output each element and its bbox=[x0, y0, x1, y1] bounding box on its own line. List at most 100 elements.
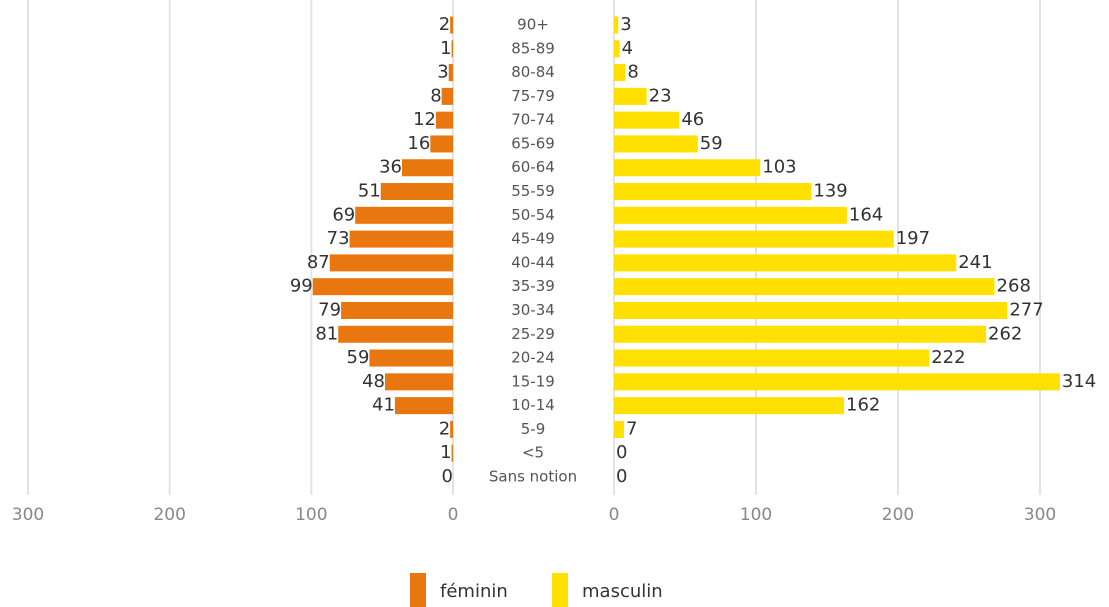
bar bbox=[614, 159, 761, 177]
value-label: 16 bbox=[407, 133, 430, 154]
value-label: 139 bbox=[813, 181, 847, 202]
bar bbox=[448, 64, 453, 82]
category-label: Sans notion bbox=[489, 468, 577, 486]
bar bbox=[614, 16, 619, 34]
x-tick-label: 200 bbox=[882, 505, 914, 525]
bar bbox=[380, 183, 453, 201]
bar bbox=[614, 111, 680, 129]
value-label: 73 bbox=[327, 228, 350, 249]
bar bbox=[614, 278, 995, 296]
value-label: 8 bbox=[627, 62, 638, 83]
category-label: 75-79 bbox=[511, 87, 555, 105]
bar bbox=[349, 230, 453, 248]
value-label: 23 bbox=[649, 85, 672, 106]
bar bbox=[614, 301, 1008, 319]
bar bbox=[394, 397, 453, 415]
x-tick-label: 200 bbox=[153, 505, 185, 525]
x-tick-label: 0 bbox=[609, 505, 620, 525]
category-label: 60-64 bbox=[511, 158, 555, 176]
value-label: 3 bbox=[437, 62, 448, 83]
value-label: 3 bbox=[620, 14, 631, 35]
value-label: 59 bbox=[700, 133, 723, 154]
bar bbox=[614, 40, 620, 58]
category-label: 5-9 bbox=[521, 420, 546, 438]
x-tick-label: 300 bbox=[12, 505, 44, 525]
bar bbox=[450, 16, 453, 34]
value-label: 12 bbox=[413, 109, 436, 130]
bar bbox=[614, 397, 845, 415]
category-label: 40-44 bbox=[511, 253, 555, 271]
legend-label: masculin bbox=[582, 581, 663, 602]
value-label: 162 bbox=[846, 395, 880, 416]
category-label: 50-54 bbox=[511, 206, 555, 224]
value-label: 103 bbox=[762, 157, 796, 178]
category-label: 90+ bbox=[517, 16, 549, 34]
bar bbox=[614, 64, 626, 82]
bar bbox=[312, 278, 453, 296]
bar bbox=[385, 373, 453, 391]
value-label: 36 bbox=[379, 157, 402, 178]
value-label: 0 bbox=[616, 442, 627, 463]
category-label: 15-19 bbox=[511, 372, 555, 390]
value-label: 48 bbox=[362, 371, 385, 392]
bar bbox=[329, 254, 453, 272]
legend-label: féminin bbox=[440, 581, 508, 602]
bar bbox=[614, 87, 647, 105]
bar bbox=[614, 420, 624, 438]
bar bbox=[451, 40, 453, 58]
value-label: 51 bbox=[358, 181, 381, 202]
bar bbox=[451, 444, 453, 462]
bar bbox=[614, 254, 957, 272]
value-label: 59 bbox=[347, 347, 370, 368]
category-label: 30-34 bbox=[511, 301, 555, 319]
bar bbox=[614, 373, 1060, 391]
category-label: 20-24 bbox=[511, 349, 555, 367]
value-label: 262 bbox=[988, 323, 1022, 344]
bar bbox=[614, 349, 930, 367]
bar bbox=[450, 420, 453, 438]
category-label: 85-89 bbox=[511, 39, 555, 57]
legend-swatch bbox=[410, 573, 426, 607]
value-label: 46 bbox=[681, 109, 704, 130]
value-label: 81 bbox=[315, 323, 338, 344]
value-label: 164 bbox=[849, 204, 883, 225]
value-label: 241 bbox=[958, 252, 992, 273]
category-label: 80-84 bbox=[511, 63, 555, 81]
value-label: 0 bbox=[442, 466, 453, 487]
bar bbox=[614, 206, 847, 224]
value-label: 8 bbox=[430, 85, 441, 106]
category-label: <5 bbox=[522, 444, 544, 462]
x-tick-label: 100 bbox=[740, 505, 772, 525]
category-label: 25-29 bbox=[511, 325, 555, 343]
value-label: 79 bbox=[318, 299, 341, 320]
value-label: 1 bbox=[440, 38, 451, 59]
bar bbox=[614, 230, 894, 248]
value-label: 41 bbox=[372, 395, 395, 416]
value-label: 69 bbox=[332, 204, 355, 225]
category-label: 45-49 bbox=[511, 230, 555, 248]
value-label: 222 bbox=[931, 347, 965, 368]
legend-swatch bbox=[552, 573, 568, 607]
category-label: 55-59 bbox=[511, 182, 555, 200]
category-label: 10-14 bbox=[511, 396, 555, 414]
value-label: 0 bbox=[616, 466, 627, 487]
bar bbox=[614, 135, 698, 153]
x-tick-label: 100 bbox=[295, 505, 327, 525]
value-label: 99 bbox=[290, 276, 313, 297]
value-label: 314 bbox=[1062, 371, 1096, 392]
value-label: 1 bbox=[440, 442, 451, 463]
value-label: 268 bbox=[997, 276, 1031, 297]
value-label: 2 bbox=[439, 418, 450, 439]
bar bbox=[441, 87, 453, 105]
x-tick-label: 300 bbox=[1024, 505, 1056, 525]
category-label: 65-69 bbox=[511, 134, 555, 152]
bar bbox=[614, 325, 987, 343]
x-tick-label: 0 bbox=[448, 505, 459, 525]
bar bbox=[341, 301, 453, 319]
value-label: 7 bbox=[626, 418, 637, 439]
bar bbox=[369, 349, 453, 367]
bar bbox=[355, 206, 453, 224]
bar bbox=[338, 325, 453, 343]
value-label: 197 bbox=[896, 228, 930, 249]
